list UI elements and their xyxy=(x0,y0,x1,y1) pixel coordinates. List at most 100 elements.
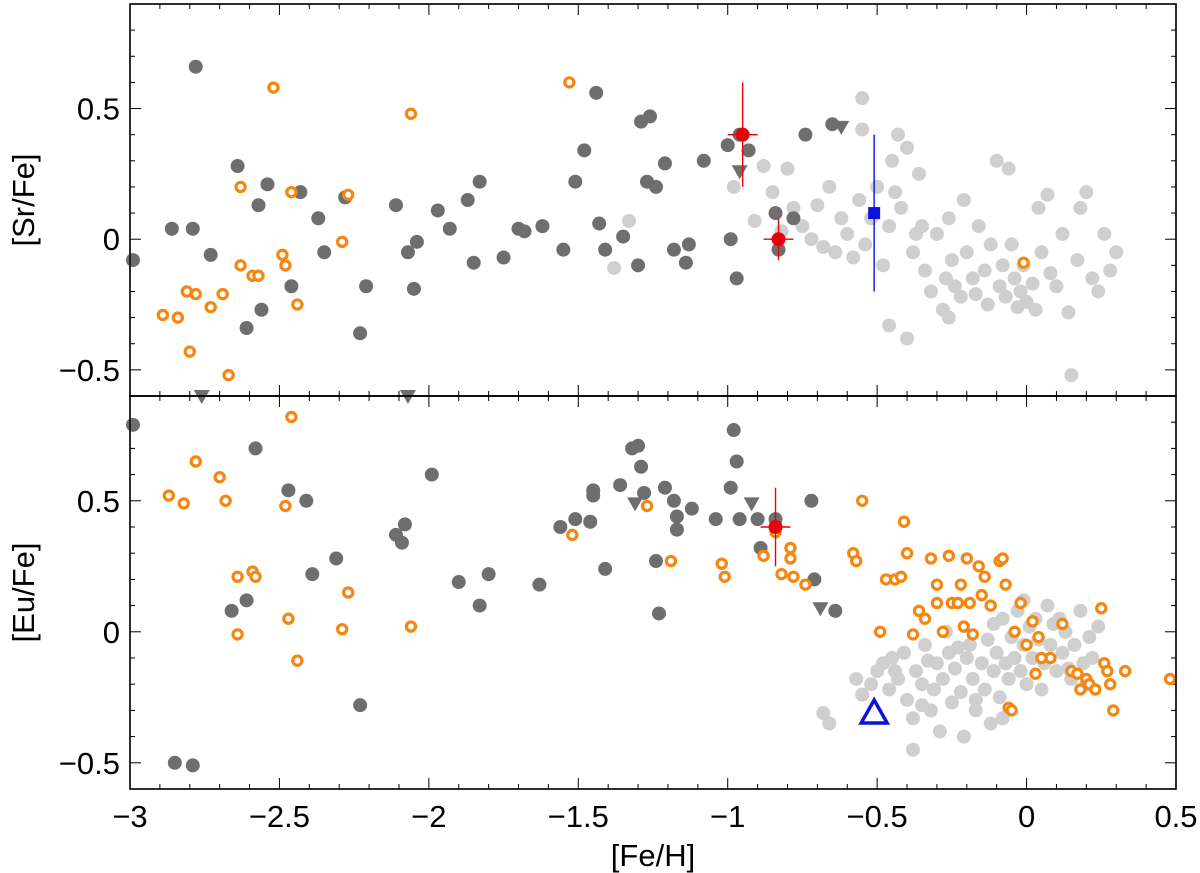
data-point xyxy=(825,117,840,132)
data-point xyxy=(1061,305,1076,320)
data-point xyxy=(816,240,831,255)
data-point xyxy=(932,724,947,739)
data-point xyxy=(267,81,280,94)
data-point xyxy=(657,480,672,495)
data-point xyxy=(517,224,532,239)
data-point xyxy=(980,632,995,647)
data-point xyxy=(1001,161,1016,176)
data-point xyxy=(1085,271,1100,286)
data-point xyxy=(1020,638,1033,652)
data-point xyxy=(204,300,217,314)
data-point xyxy=(442,221,457,236)
data-point xyxy=(329,551,344,566)
data-point xyxy=(856,494,869,507)
data-point xyxy=(1029,667,1042,680)
data-point xyxy=(992,690,1007,705)
data-point xyxy=(908,664,923,679)
data-point xyxy=(631,258,646,273)
data-point xyxy=(1014,596,1027,610)
data-point xyxy=(1049,664,1064,679)
data-point xyxy=(936,625,950,639)
data-point xyxy=(914,219,929,234)
data-point xyxy=(311,211,326,226)
data-point xyxy=(900,331,915,346)
data-point xyxy=(299,493,314,508)
data-point xyxy=(876,258,891,273)
panel-bottom-eu-fe: −0.5 0 0.5 −3 −2.5 −2 −1.5 −1 −0.5 0 0.5 [Eu/Fe] [Fe… xyxy=(6,395,1198,873)
data-point xyxy=(532,577,547,592)
data-point xyxy=(125,253,140,268)
data-point xyxy=(1107,704,1120,717)
data-point xyxy=(284,279,299,294)
data-point xyxy=(1073,200,1088,215)
data-point xyxy=(930,578,944,591)
data-point xyxy=(341,188,355,201)
data-point xyxy=(248,441,263,456)
data-point xyxy=(535,219,550,234)
data-point xyxy=(980,297,995,312)
data-point xyxy=(1091,284,1106,299)
data-point xyxy=(460,193,475,207)
data-point xyxy=(1082,630,1097,645)
data-point xyxy=(926,682,941,697)
data-point xyxy=(956,729,971,744)
data-point xyxy=(568,512,583,527)
data-point xyxy=(784,541,797,555)
data-point xyxy=(254,302,269,317)
plot-frame-overlay xyxy=(129,3,1177,397)
data-point xyxy=(897,515,911,528)
data-point xyxy=(466,255,481,270)
data-point xyxy=(726,179,741,194)
data-point xyxy=(715,557,728,570)
data-point xyxy=(234,259,247,272)
data-point xyxy=(918,612,932,625)
data-point xyxy=(953,289,968,304)
data-point xyxy=(568,174,583,189)
data-point xyxy=(855,122,870,137)
data-point xyxy=(1079,185,1094,200)
data-point xyxy=(1074,683,1087,696)
data-point xyxy=(631,438,646,453)
data-point xyxy=(1008,625,1021,639)
data-point xyxy=(305,567,320,582)
data-point xyxy=(239,593,254,608)
data-point xyxy=(941,310,956,325)
data-point xyxy=(1007,651,1022,665)
data-point xyxy=(666,493,681,508)
data-point xyxy=(995,711,1010,726)
data-point xyxy=(230,159,245,174)
data-point xyxy=(855,687,870,702)
data-point xyxy=(472,598,487,613)
data-point xyxy=(840,226,855,241)
data-point xyxy=(935,671,950,686)
x-tick-label: −3 xyxy=(112,799,147,834)
y-tick-label: 0 xyxy=(103,615,120,650)
x-tick-label: 0 xyxy=(1018,799,1035,834)
data-point xyxy=(757,549,770,563)
panel-top-sr-fe: −0.5 0 0.5 [Sr/Fe] xyxy=(6,3,1177,404)
data-point xyxy=(732,512,747,527)
data-point xyxy=(828,245,843,260)
data-point xyxy=(912,604,926,618)
x-tick-label: −2 xyxy=(411,799,446,834)
data-point xyxy=(747,213,762,228)
x-axis-label: [Fe/H] xyxy=(611,838,695,873)
data-point xyxy=(481,567,496,582)
data-point xyxy=(400,245,415,260)
data-point xyxy=(972,560,985,573)
data-point xyxy=(1004,237,1019,252)
x-tick-label: −1.5 xyxy=(548,799,609,834)
data-point xyxy=(1017,256,1030,269)
data-point xyxy=(849,671,864,686)
data-point xyxy=(1034,682,1049,697)
x-tick-label: −0.5 xyxy=(847,799,908,834)
data-point xyxy=(666,242,681,257)
data-point xyxy=(1013,284,1028,299)
data-point xyxy=(260,177,275,192)
data-point xyxy=(203,247,218,262)
data-point xyxy=(1043,637,1058,652)
data-point xyxy=(634,459,649,474)
data-point xyxy=(657,156,672,171)
data-point xyxy=(923,284,938,299)
data-point xyxy=(188,59,203,74)
